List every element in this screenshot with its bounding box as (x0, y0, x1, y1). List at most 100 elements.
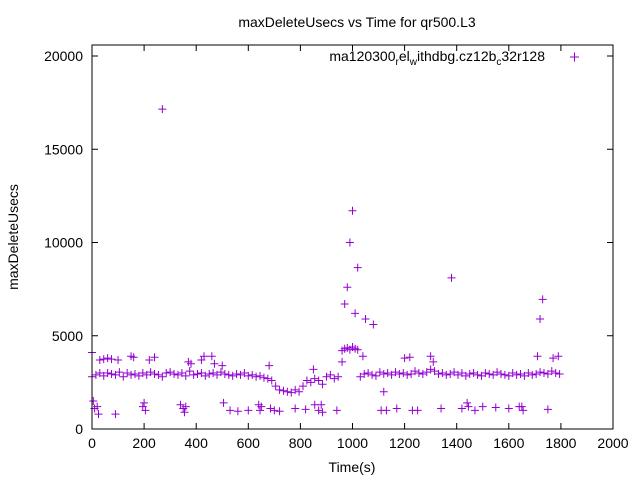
data-point (119, 372, 128, 381)
data-point (291, 404, 300, 413)
data-point (103, 369, 112, 378)
data-point (551, 369, 560, 378)
data-point (345, 238, 354, 247)
data-point (332, 406, 341, 415)
data-point (162, 369, 171, 378)
data-point (426, 352, 435, 361)
data-point (338, 357, 347, 366)
data-point (549, 354, 558, 363)
x-tick-label: 1600 (493, 435, 524, 451)
data-point (201, 371, 210, 380)
data-point (244, 371, 253, 380)
x-axis-label: Time(s) (329, 459, 376, 475)
data-point (539, 369, 548, 378)
data-point (158, 372, 167, 381)
data-point (478, 402, 487, 411)
data-point (145, 355, 154, 364)
data-point (140, 398, 149, 407)
data-point (209, 369, 218, 378)
data-point (516, 369, 525, 378)
data-point (233, 407, 242, 416)
data-point (418, 369, 427, 378)
data-point (107, 355, 116, 364)
data-point (314, 376, 323, 385)
data-point (368, 370, 377, 379)
data-point (447, 273, 456, 282)
data-point (532, 369, 541, 378)
data-point (107, 369, 116, 378)
data-point (111, 410, 120, 419)
data-point (154, 370, 163, 379)
data-point (271, 382, 280, 391)
data-point (166, 368, 175, 377)
y-axis-label: maxDeleteUsecs (5, 184, 21, 290)
data-point (426, 365, 435, 374)
data-point (181, 402, 190, 411)
data-point (103, 354, 112, 363)
data-point (310, 374, 319, 383)
plot-frame (91, 44, 614, 430)
data-point (218, 361, 227, 370)
x-tick-label: 0 (88, 435, 96, 451)
data-point (205, 369, 214, 378)
data-point (554, 352, 563, 361)
x-tick-label: 400 (185, 435, 209, 451)
data-point (446, 369, 455, 378)
x-tick-label: 1800 (545, 435, 576, 451)
data-point (138, 369, 147, 378)
data-point (200, 352, 209, 361)
data-point (150, 369, 159, 378)
data-point (414, 369, 423, 378)
data-point (353, 345, 362, 354)
data-point (146, 368, 155, 377)
data-point (252, 372, 261, 381)
data-point (375, 368, 384, 377)
data-point (114, 355, 123, 364)
data-point (91, 370, 100, 379)
data-point (299, 382, 308, 391)
data-point (400, 354, 409, 363)
data-point (469, 369, 478, 378)
data-point (405, 353, 414, 362)
data-point (95, 355, 104, 364)
data-point (186, 359, 195, 368)
data-point (283, 387, 292, 396)
data-point (391, 368, 400, 377)
data-points (88, 105, 564, 419)
data-point (89, 397, 98, 406)
data-point (279, 386, 288, 395)
data-point (361, 314, 370, 323)
data-point (99, 355, 108, 364)
data-point (318, 380, 327, 389)
data-point (210, 359, 219, 368)
data-point (173, 370, 182, 379)
data-point (493, 368, 502, 377)
data-point (395, 369, 404, 378)
data-point (330, 374, 339, 383)
y-tick-label: 5000 (52, 328, 83, 344)
data-point (536, 314, 545, 323)
data-point (519, 406, 528, 415)
data-point (457, 404, 466, 413)
data-point (295, 387, 304, 396)
data-point (291, 385, 300, 394)
data-point (500, 370, 509, 379)
data-point (302, 376, 311, 385)
data-point (538, 295, 547, 304)
data-point (314, 406, 323, 415)
data-point (224, 370, 233, 379)
data-point (491, 403, 500, 412)
data-point (141, 406, 150, 415)
data-point (481, 369, 490, 378)
data-point (536, 368, 545, 377)
data-point (259, 373, 268, 382)
data-point (555, 369, 564, 378)
x-tick-label: 800 (289, 435, 313, 451)
data-point (465, 369, 474, 378)
data-point (360, 369, 369, 378)
y-tick-label: 20000 (44, 48, 83, 64)
data-point (382, 406, 391, 415)
data-point (326, 370, 335, 379)
data-point (442, 370, 451, 379)
data-point (232, 369, 241, 378)
